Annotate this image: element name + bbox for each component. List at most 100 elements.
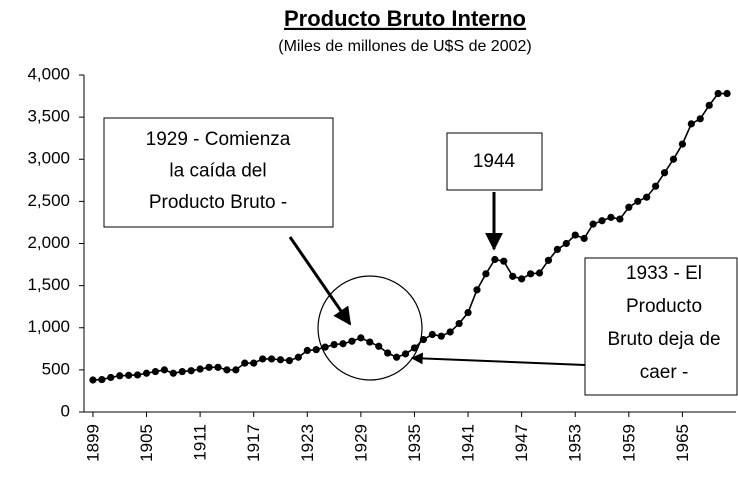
y-tick-label: 500 [42, 359, 70, 378]
point [401, 350, 410, 358]
point [687, 120, 695, 128]
point [643, 193, 651, 201]
x-tick-label: 1953 [566, 424, 585, 462]
point [125, 371, 133, 379]
point [518, 275, 526, 283]
arrow [410, 352, 586, 366]
point [544, 256, 553, 264]
annotation-text: Producto [626, 296, 702, 317]
chart-subtitle: (Miles de millones de U$S de 2002) [278, 38, 531, 55]
arrow [288, 236, 352, 326]
x-tick-label: 1965 [673, 424, 692, 462]
y-tick-label: 3,500 [27, 107, 70, 126]
annotation-text: la caída del [169, 161, 266, 182]
point [98, 375, 106, 384]
annotation-text: 1944 [473, 151, 516, 172]
point [437, 332, 445, 340]
point [482, 270, 490, 278]
point [428, 330, 436, 339]
y-tick-label: 1,000 [27, 317, 70, 336]
point [312, 346, 320, 354]
y-tick-label: 0 [61, 401, 70, 420]
point [616, 215, 624, 223]
point [500, 257, 508, 265]
x-tick-label: 1923 [298, 424, 317, 462]
point [669, 155, 678, 163]
point [160, 366, 168, 374]
chart-title: Producto Bruto Interno [284, 6, 526, 31]
annotation-box [584, 257, 738, 396]
x-tick-label: 1947 [512, 424, 531, 462]
point [303, 346, 311, 355]
y-tick-label: 1,500 [27, 275, 70, 294]
point [267, 355, 276, 363]
x-tick-label: 1899 [83, 424, 102, 462]
point [589, 220, 597, 228]
point [89, 376, 97, 384]
annotation-text: Producto Bruto - [149, 192, 287, 213]
point [705, 101, 713, 109]
annotation-box [446, 132, 543, 191]
point [571, 231, 579, 239]
annotation-text: Bruto deja de [607, 329, 720, 350]
y-tick-label: 4,000 [27, 64, 70, 83]
point [696, 115, 704, 123]
annotation-box [103, 117, 334, 228]
point [223, 366, 231, 374]
point [116, 372, 124, 380]
point [491, 255, 499, 264]
point [526, 270, 535, 278]
x-tick-label: 1929 [351, 424, 370, 462]
point [366, 338, 374, 346]
annotation-text: 1933 - El [626, 263, 702, 284]
point [634, 197, 642, 205]
point [598, 217, 606, 225]
point [241, 359, 249, 367]
point [196, 365, 204, 373]
point [607, 213, 615, 221]
point [652, 182, 660, 190]
point [464, 308, 472, 317]
point [714, 89, 722, 98]
point [187, 367, 195, 375]
point [330, 341, 338, 349]
point [142, 369, 151, 377]
x-tick-label: 1941 [459, 424, 478, 462]
point [259, 355, 267, 363]
point [553, 245, 561, 253]
point [562, 239, 570, 248]
point [232, 366, 240, 374]
annotation-text: caer - [640, 362, 689, 383]
point [205, 363, 213, 371]
point [410, 344, 419, 352]
point [678, 140, 687, 148]
point [509, 272, 517, 280]
point [151, 367, 160, 376]
point [294, 353, 302, 361]
point [375, 342, 383, 350]
point [446, 328, 454, 336]
point [660, 169, 669, 177]
x-tick-label: 1905 [137, 424, 156, 462]
point [625, 203, 633, 211]
x-tick-label: 1935 [405, 424, 424, 462]
annotation-text: 1929 - Comienza [146, 129, 291, 150]
point [384, 349, 392, 357]
y-tick-label: 3,000 [27, 149, 70, 168]
point [107, 373, 115, 382]
point [580, 234, 588, 243]
point [321, 343, 329, 351]
x-tick-label: 1917 [244, 424, 263, 462]
y-tick-label: 2,500 [27, 191, 70, 210]
point [723, 89, 731, 98]
point [473, 286, 481, 294]
point [285, 357, 294, 365]
point [348, 337, 356, 345]
point [455, 319, 463, 328]
point [250, 359, 258, 367]
point [214, 363, 222, 371]
point [133, 371, 142, 379]
point [276, 356, 285, 364]
point [357, 334, 365, 342]
